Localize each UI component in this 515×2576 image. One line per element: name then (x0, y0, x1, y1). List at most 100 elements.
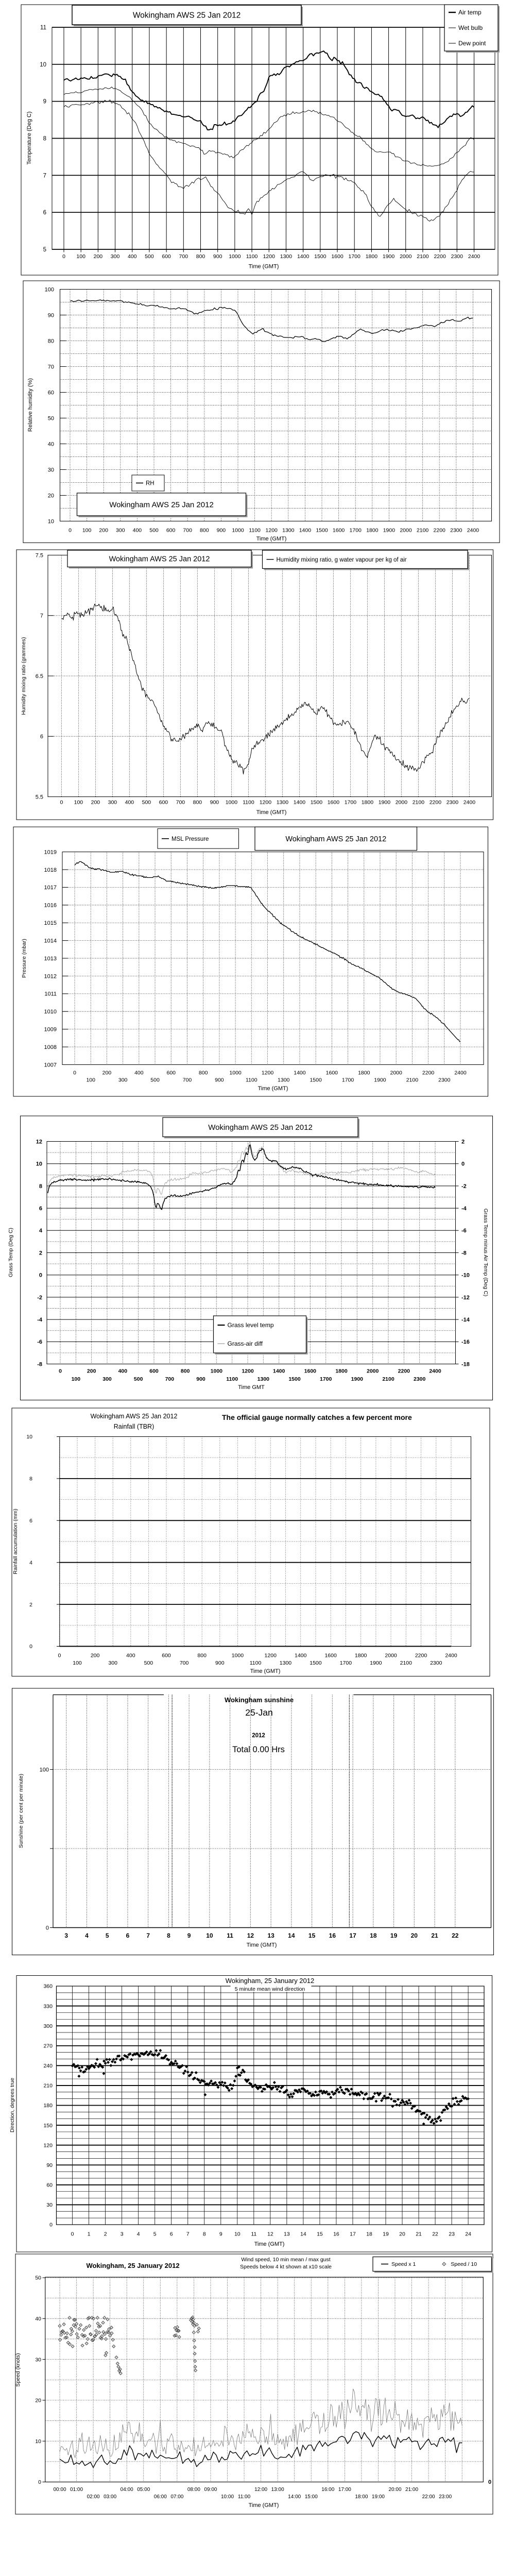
x-tick-label: 2400 (467, 528, 479, 534)
chart-title-box: Wokingham AWS 25 Jan 2012 (254, 826, 418, 851)
axis-labels: 0100200300400500600700800900100011001200… (21, 849, 467, 1092)
grid (45, 2277, 484, 2482)
y-tick-label: 120 (43, 2142, 53, 2148)
x-tick-label: 2100 (417, 253, 429, 260)
x-tick-label: 1900 (383, 253, 395, 260)
x-tick-label: 1500 (288, 1376, 301, 1382)
x-tick-label: 2400 (454, 1070, 467, 1076)
y-tick-label: 330 (43, 2003, 53, 2009)
chart-text: Rainfall (TBR) (114, 1423, 154, 1430)
x-tick-label: 2100 (413, 800, 425, 806)
x-tick-label: 22 (452, 1932, 459, 1939)
x-tick-label: 1400 (297, 253, 310, 260)
text-backdrop (222, 1976, 319, 1984)
title-box-frame (162, 1117, 358, 1138)
y-tick-label: 0 (38, 2479, 41, 2485)
x-tick-label: 1100 (250, 1660, 262, 1666)
x-tick-label: 2300 (438, 1077, 451, 1083)
series-group (47, 1141, 436, 1210)
chart-text: Speeds below 4 kt shown at x10 scale (240, 2264, 332, 2270)
x-tick-label: 300 (108, 1660, 117, 1666)
x-tick-label: 1600 (331, 253, 344, 260)
chart-title-box: Wokingham AWS 25 Jan 2012 (67, 550, 253, 569)
x-tick-label: 2000 (390, 1070, 402, 1076)
x-tick-label: 6 (126, 1932, 130, 1939)
chart-svg-air-temperature: 0 100 200 300 400 500 600 700 800 900 1000 1100 1200… (21, 4, 500, 276)
x-tick-label: 18 (366, 2231, 372, 2238)
x-tick-label: 13:00 (271, 2487, 284, 2493)
x-tick-label: 00:00 (53, 2487, 66, 2493)
y-tick-label: 8 (29, 1476, 32, 1482)
legend-label: Speed x 1 (391, 2261, 416, 2267)
y-tick-label: 100 (45, 286, 54, 293)
legend: Speed x 1 Speed / 10 (372, 2256, 493, 2273)
x-tick-label: 900 (217, 528, 226, 534)
x-tick-label: 400 (133, 528, 142, 534)
x-tick-label: 23 (449, 2231, 455, 2238)
series-speed-x-1 (59, 2431, 462, 2468)
y2-tick-label: -6 (461, 1228, 467, 1234)
legend: Grass level temp Grass-air diff (213, 1315, 308, 1354)
y-tick-label: 4 (29, 1560, 32, 1566)
y-tick-label: 9 (43, 99, 46, 105)
chart-svg-msl-pressure: 0 100 200 300 400 500 600 700 800 900 1000 1100 1200… (13, 826, 488, 1097)
y-tick-label: 4 (39, 1228, 43, 1234)
x-tick-label: 1000 (229, 253, 241, 260)
y-tick-label: 20 (48, 493, 54, 499)
y-tick-label: 240 (43, 2063, 53, 2069)
x-tick-label: 12 (267, 2231, 273, 2238)
chart-text: Wokingham sunshine (225, 1696, 294, 1704)
x-tick-label: 14 (288, 1932, 295, 1939)
x-tick-label: 600 (166, 528, 176, 534)
x-tick-label: 1900 (383, 528, 396, 534)
x-tick-label: 1300 (282, 528, 295, 534)
x-tick-label: 1300 (278, 1077, 290, 1083)
x-axis-title: Time (GMT) (249, 263, 279, 269)
x-tick-label: 6 (170, 2231, 173, 2238)
x-tick-label: 2400 (464, 800, 476, 806)
grid (59, 1436, 471, 1647)
scatter-points (58, 2315, 201, 2376)
y-tick-label: 8 (43, 136, 46, 142)
axis-ticks (455, 1141, 459, 1364)
x-tick-label: 0 (59, 1368, 62, 1375)
chart-svg-sunshine: 3 4 5 6 7 8 9 10 11 12 13 14 15 16 17 18 19 20 21 22 0 100 Tim… (12, 1688, 494, 1955)
axis-labels: 0100200300400500600700800900100011001200… (12, 1434, 457, 1674)
series-group (61, 603, 470, 775)
series-rh (70, 299, 473, 342)
y2-tick-label: -2 (461, 1183, 467, 1190)
x-tick-label: 7 (146, 1932, 150, 1939)
x-tick-label: 1200 (266, 528, 278, 534)
chart-text: Wokingham, 25 January 2012 (86, 2262, 179, 2269)
y-tick-label: 90 (48, 312, 54, 318)
x-tick-label: 03:00 (104, 2494, 116, 2500)
y-tick-label: 6 (43, 210, 46, 216)
chart-title-box: Wokingham AWS 25 Jan 2012 (76, 493, 248, 517)
y-tick-label: 11 (40, 25, 46, 31)
x-tick-label: 800 (197, 1653, 207, 1659)
x-tick-label: 10:00 (221, 2494, 234, 2500)
x-tick-label: 1000 (232, 528, 244, 534)
y-tick-label: 6 (40, 734, 43, 740)
x-tick-label: 1800 (358, 1070, 370, 1076)
x-tick-label: 0 (62, 253, 65, 260)
x-tick-label: 4 (85, 1932, 89, 1939)
x-tick-label: 1100 (243, 800, 254, 806)
y-tick-label: 1013 (44, 956, 57, 962)
x-tick-label: 1700 (349, 253, 361, 260)
x-tick-label: 14:00 (288, 2494, 301, 2500)
grid (53, 1694, 491, 1928)
x-tick-label: 9 (187, 1932, 191, 1939)
y-tick-label: 2 (29, 1602, 32, 1608)
x-tick-label: 2000 (400, 528, 412, 534)
x-tick-label: 1400 (295, 1653, 307, 1659)
x-tick-label: 19 (390, 1932, 398, 1939)
x-tick-label: 2000 (400, 253, 412, 260)
grid (60, 289, 492, 521)
y-tick-label: 210 (43, 2083, 53, 2089)
x-tick-label: 15:00 (305, 2494, 318, 2500)
x-tick-label: 22:00 (422, 2494, 435, 2500)
y-tick-label: 0 (39, 1273, 42, 1279)
x-tick-label: 1900 (370, 1660, 382, 1666)
